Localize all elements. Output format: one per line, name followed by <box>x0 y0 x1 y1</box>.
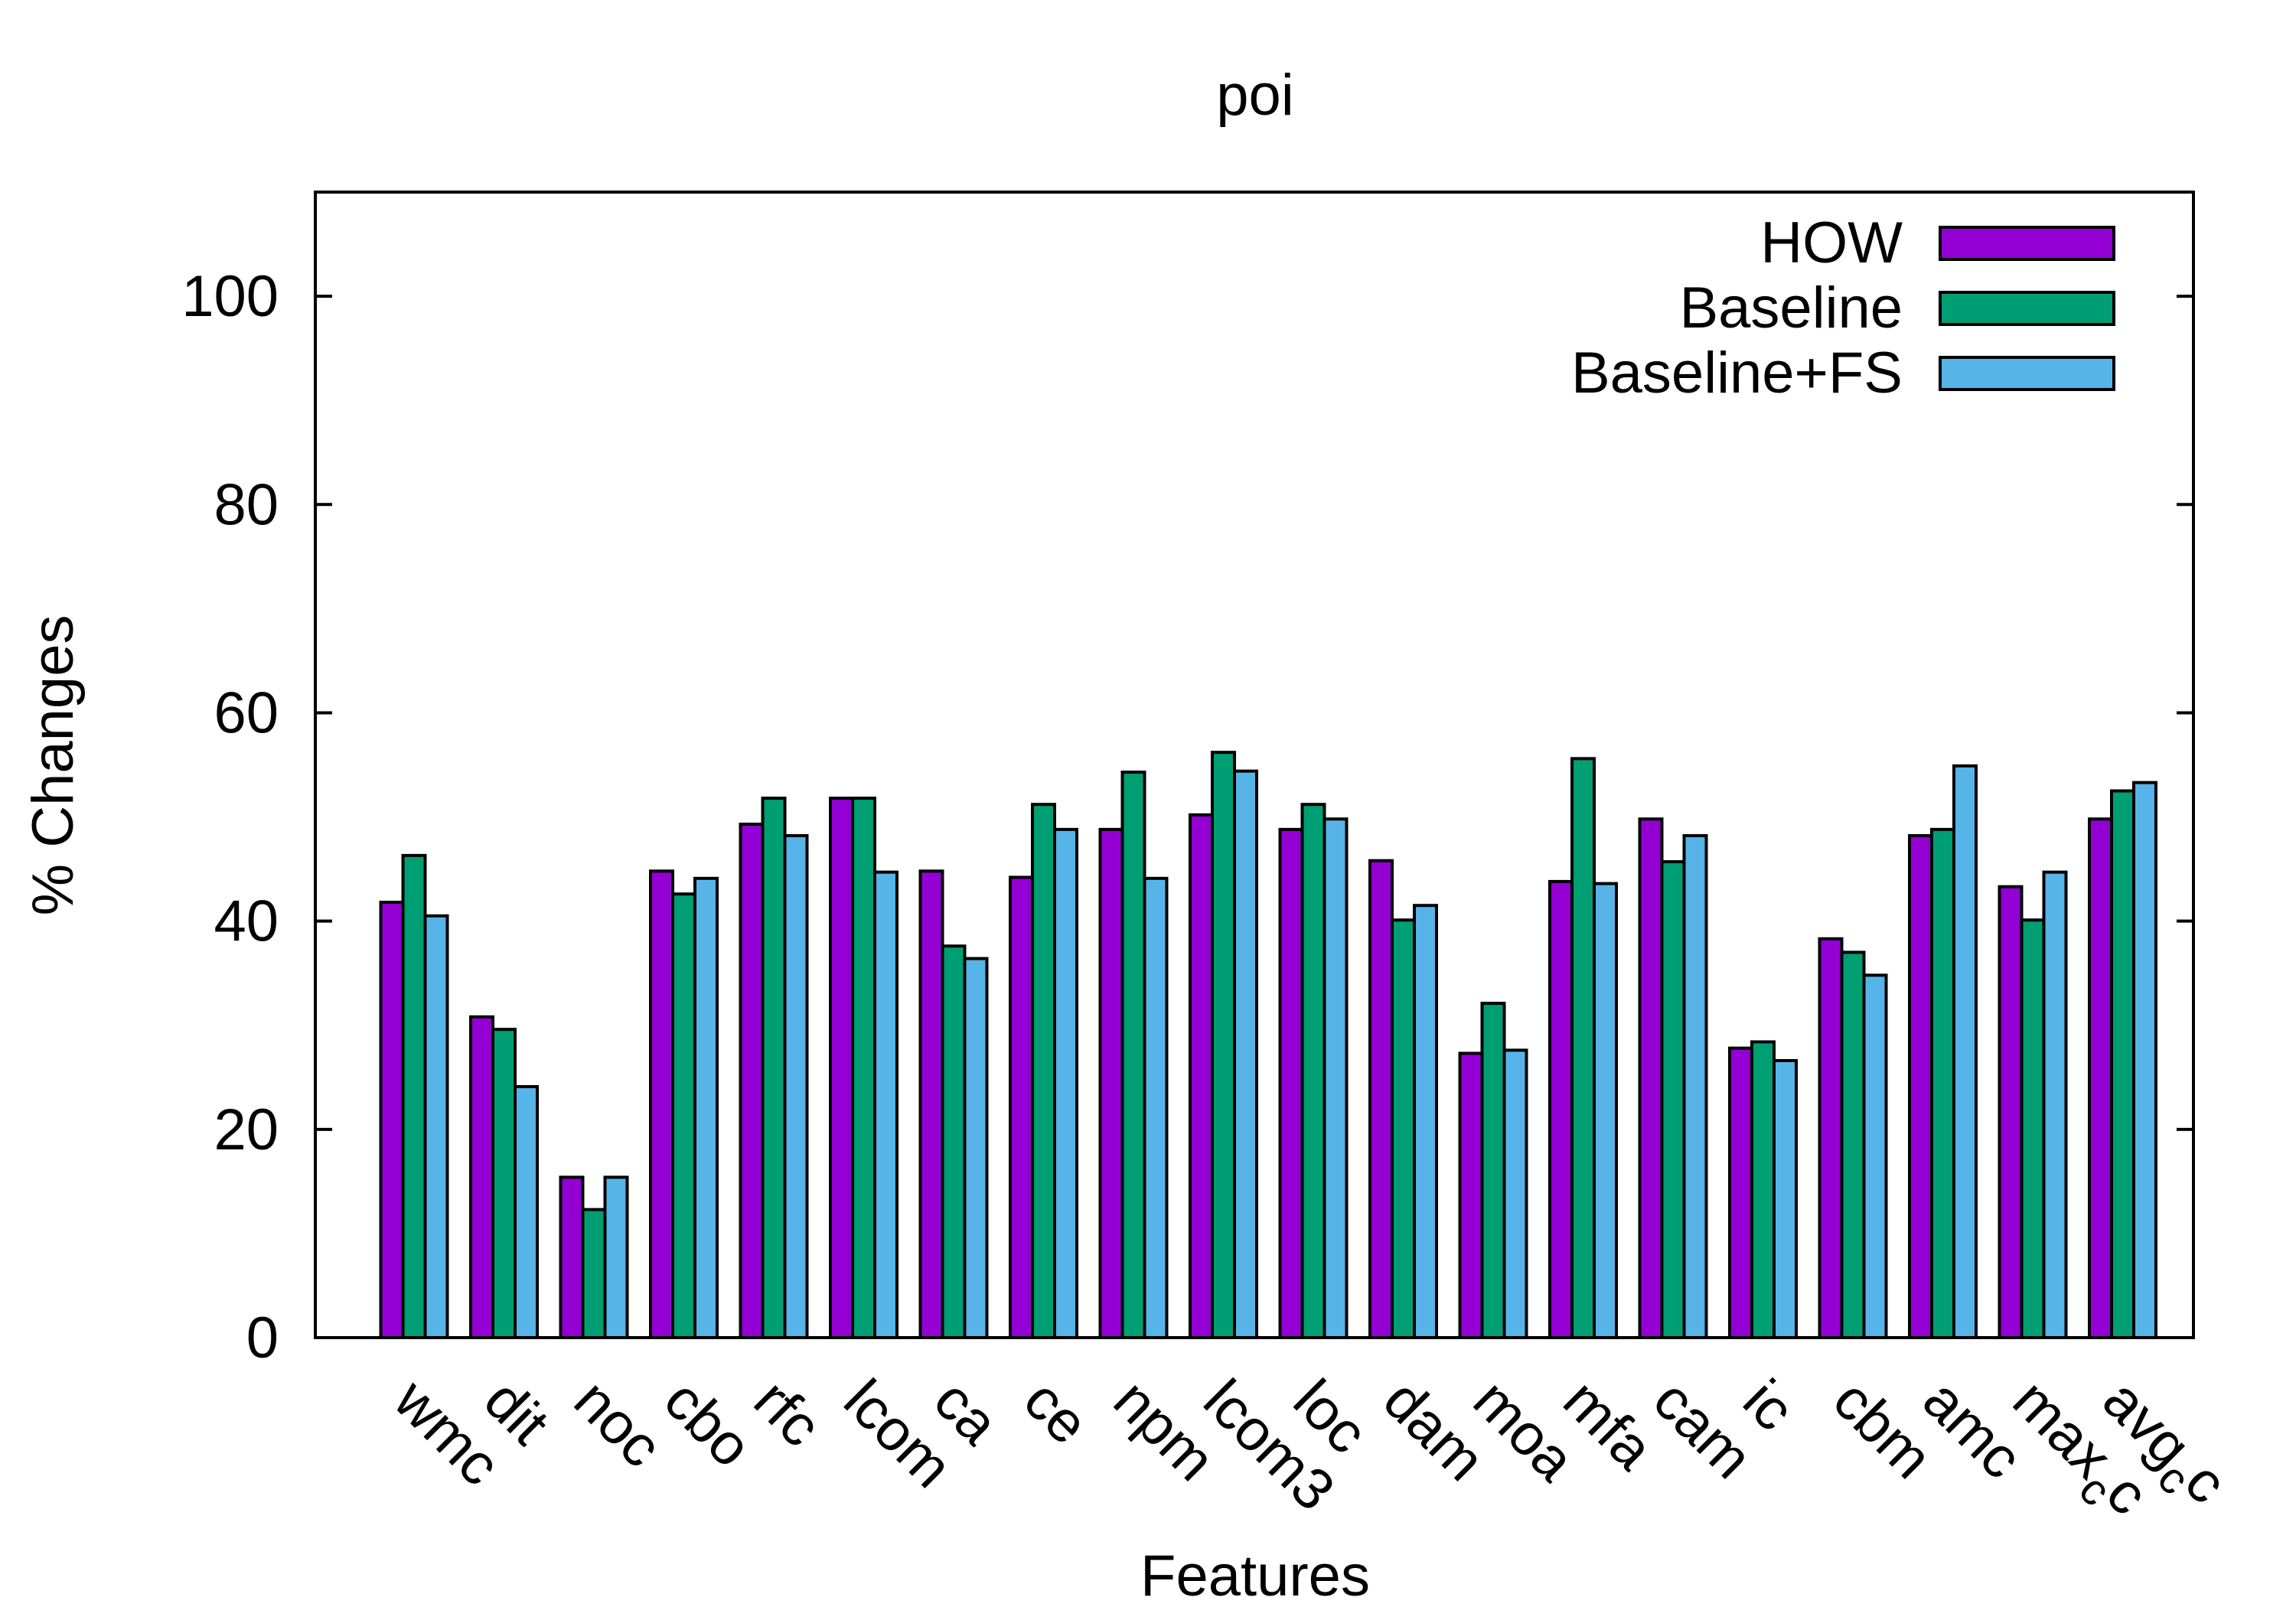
bar-baseline-4 <box>761 797 787 1339</box>
bar-baseline-fs-18 <box>2042 870 2068 1339</box>
bar-baseline-12 <box>1480 1002 1506 1339</box>
bar-baseline-fs-19 <box>2132 781 2157 1339</box>
bar-how-16 <box>1818 937 1844 1340</box>
bar-baseline-fs-6 <box>963 957 989 1340</box>
bar-how-7 <box>1009 875 1034 1339</box>
bar-how-11 <box>1368 859 1394 1339</box>
svg-text:cbm: cbm <box>1821 1367 1945 1491</box>
bar-baseline-fs-2 <box>603 1175 629 1340</box>
bar-how-3 <box>649 869 674 1339</box>
y-tick-label: 80 <box>214 472 279 537</box>
y-axis-label: % Changes <box>21 615 86 916</box>
bar-baseline-16 <box>1840 950 1866 1339</box>
bar-baseline-fs-13 <box>1593 882 1618 1340</box>
bar-how-13 <box>1548 879 1574 1340</box>
bar-baseline-18 <box>2020 918 2046 1340</box>
bar-baseline-14 <box>1660 860 1686 1339</box>
x-tick-label: rfc <box>742 1367 833 1459</box>
bar-how-10 <box>1278 827 1304 1339</box>
legend-swatch <box>1939 226 2115 261</box>
legend-swatch <box>1939 356 2115 391</box>
y-axis-ticks: 0 20 40 60 80 100 <box>181 264 2193 1371</box>
bar-baseline-13 <box>1570 757 1596 1339</box>
y-tick-label: 0 <box>246 1305 279 1371</box>
y-tick-label: 100 <box>181 264 279 329</box>
bar-baseline-5 <box>851 797 876 1339</box>
svg-text:cam: cam <box>1641 1367 1765 1491</box>
bar-baseline-fs-0 <box>423 914 449 1339</box>
bar-baseline-3 <box>671 892 696 1339</box>
bar-how-12 <box>1458 1051 1484 1339</box>
svg-text:ce: ce <box>1011 1367 1101 1457</box>
svg-text:amc: amc <box>1910 1367 2034 1491</box>
legend-swatch <box>1939 291 2115 326</box>
bar-how-17 <box>1908 834 1933 1340</box>
chart-title: poi <box>1216 63 1293 128</box>
bar-baseline-19 <box>2110 789 2135 1339</box>
bar-how-1 <box>469 1015 494 1339</box>
bar-baseline-2 <box>581 1208 607 1339</box>
legend-label: HOW <box>1760 210 1903 275</box>
bar-baseline-8 <box>1120 771 1146 1339</box>
svg-text:rfc: rfc <box>742 1367 833 1459</box>
bar-baseline-fs-17 <box>1952 764 1978 1339</box>
bars-group <box>379 751 2157 1340</box>
bar-baseline-1 <box>491 1028 517 1339</box>
bar-baseline-fs-3 <box>693 876 719 1339</box>
legend-label: Baseline <box>1679 275 1903 341</box>
bar-how-6 <box>918 869 944 1339</box>
bar-baseline-fs-9 <box>1233 769 1258 1339</box>
bar-baseline-11 <box>1391 918 1416 1340</box>
x-tick-label: ce <box>1011 1367 1101 1457</box>
svg-text:cbo: cbo <box>651 1367 764 1480</box>
bar-baseline-fs-11 <box>1413 904 1438 1340</box>
svg-text:noc: noc <box>562 1367 674 1480</box>
bar-how-19 <box>2088 817 2113 1339</box>
y-tick-label: 60 <box>214 680 279 745</box>
bar-how-5 <box>829 797 854 1339</box>
bar-baseline-0 <box>401 853 427 1339</box>
bar-baseline-fs-5 <box>873 870 899 1339</box>
bar-how-4 <box>739 823 765 1339</box>
bar-baseline-fs-10 <box>1322 817 1349 1339</box>
bar-baseline-10 <box>1300 803 1326 1340</box>
bar-how-2 <box>559 1175 585 1340</box>
plot-frame <box>314 191 2195 1339</box>
bar-baseline-fs-1 <box>514 1085 539 1339</box>
bar-baseline-7 <box>1031 803 1056 1340</box>
bar-how-15 <box>1728 1046 1753 1339</box>
bar-baseline-15 <box>1750 1040 1776 1339</box>
x-tick-label: amc <box>1910 1367 2034 1491</box>
bar-baseline-6 <box>941 944 967 1340</box>
y-tick-label: 40 <box>214 889 279 954</box>
x-axis-label: Features <box>1140 1543 1370 1607</box>
bar-baseline-fs-7 <box>1053 827 1078 1339</box>
x-tick-label: cbm <box>1821 1367 1945 1491</box>
bar-baseline-9 <box>1211 751 1236 1339</box>
bar-baseline-17 <box>1930 827 1955 1339</box>
bar-baseline-fs-16 <box>1862 973 1888 1340</box>
bar-how-0 <box>379 901 405 1339</box>
x-tick-label: cbo <box>651 1367 764 1480</box>
bar-baseline-fs-14 <box>1682 834 1708 1340</box>
y-tick-label: 20 <box>214 1097 279 1162</box>
x-tick-label: noc <box>562 1367 674 1480</box>
bar-how-18 <box>1998 885 2024 1339</box>
bar-baseline-fs-15 <box>1773 1058 1798 1339</box>
bar-baseline-fs-4 <box>783 834 809 1340</box>
bar-baseline-fs-12 <box>1502 1048 1528 1339</box>
legend-label: Baseline+FS <box>1571 341 1903 406</box>
x-tick-label: cam <box>1641 1367 1765 1491</box>
bar-how-14 <box>1638 817 1664 1339</box>
bar-how-8 <box>1098 827 1124 1339</box>
bar-how-9 <box>1189 813 1214 1339</box>
bar-baseline-fs-8 <box>1143 876 1169 1339</box>
